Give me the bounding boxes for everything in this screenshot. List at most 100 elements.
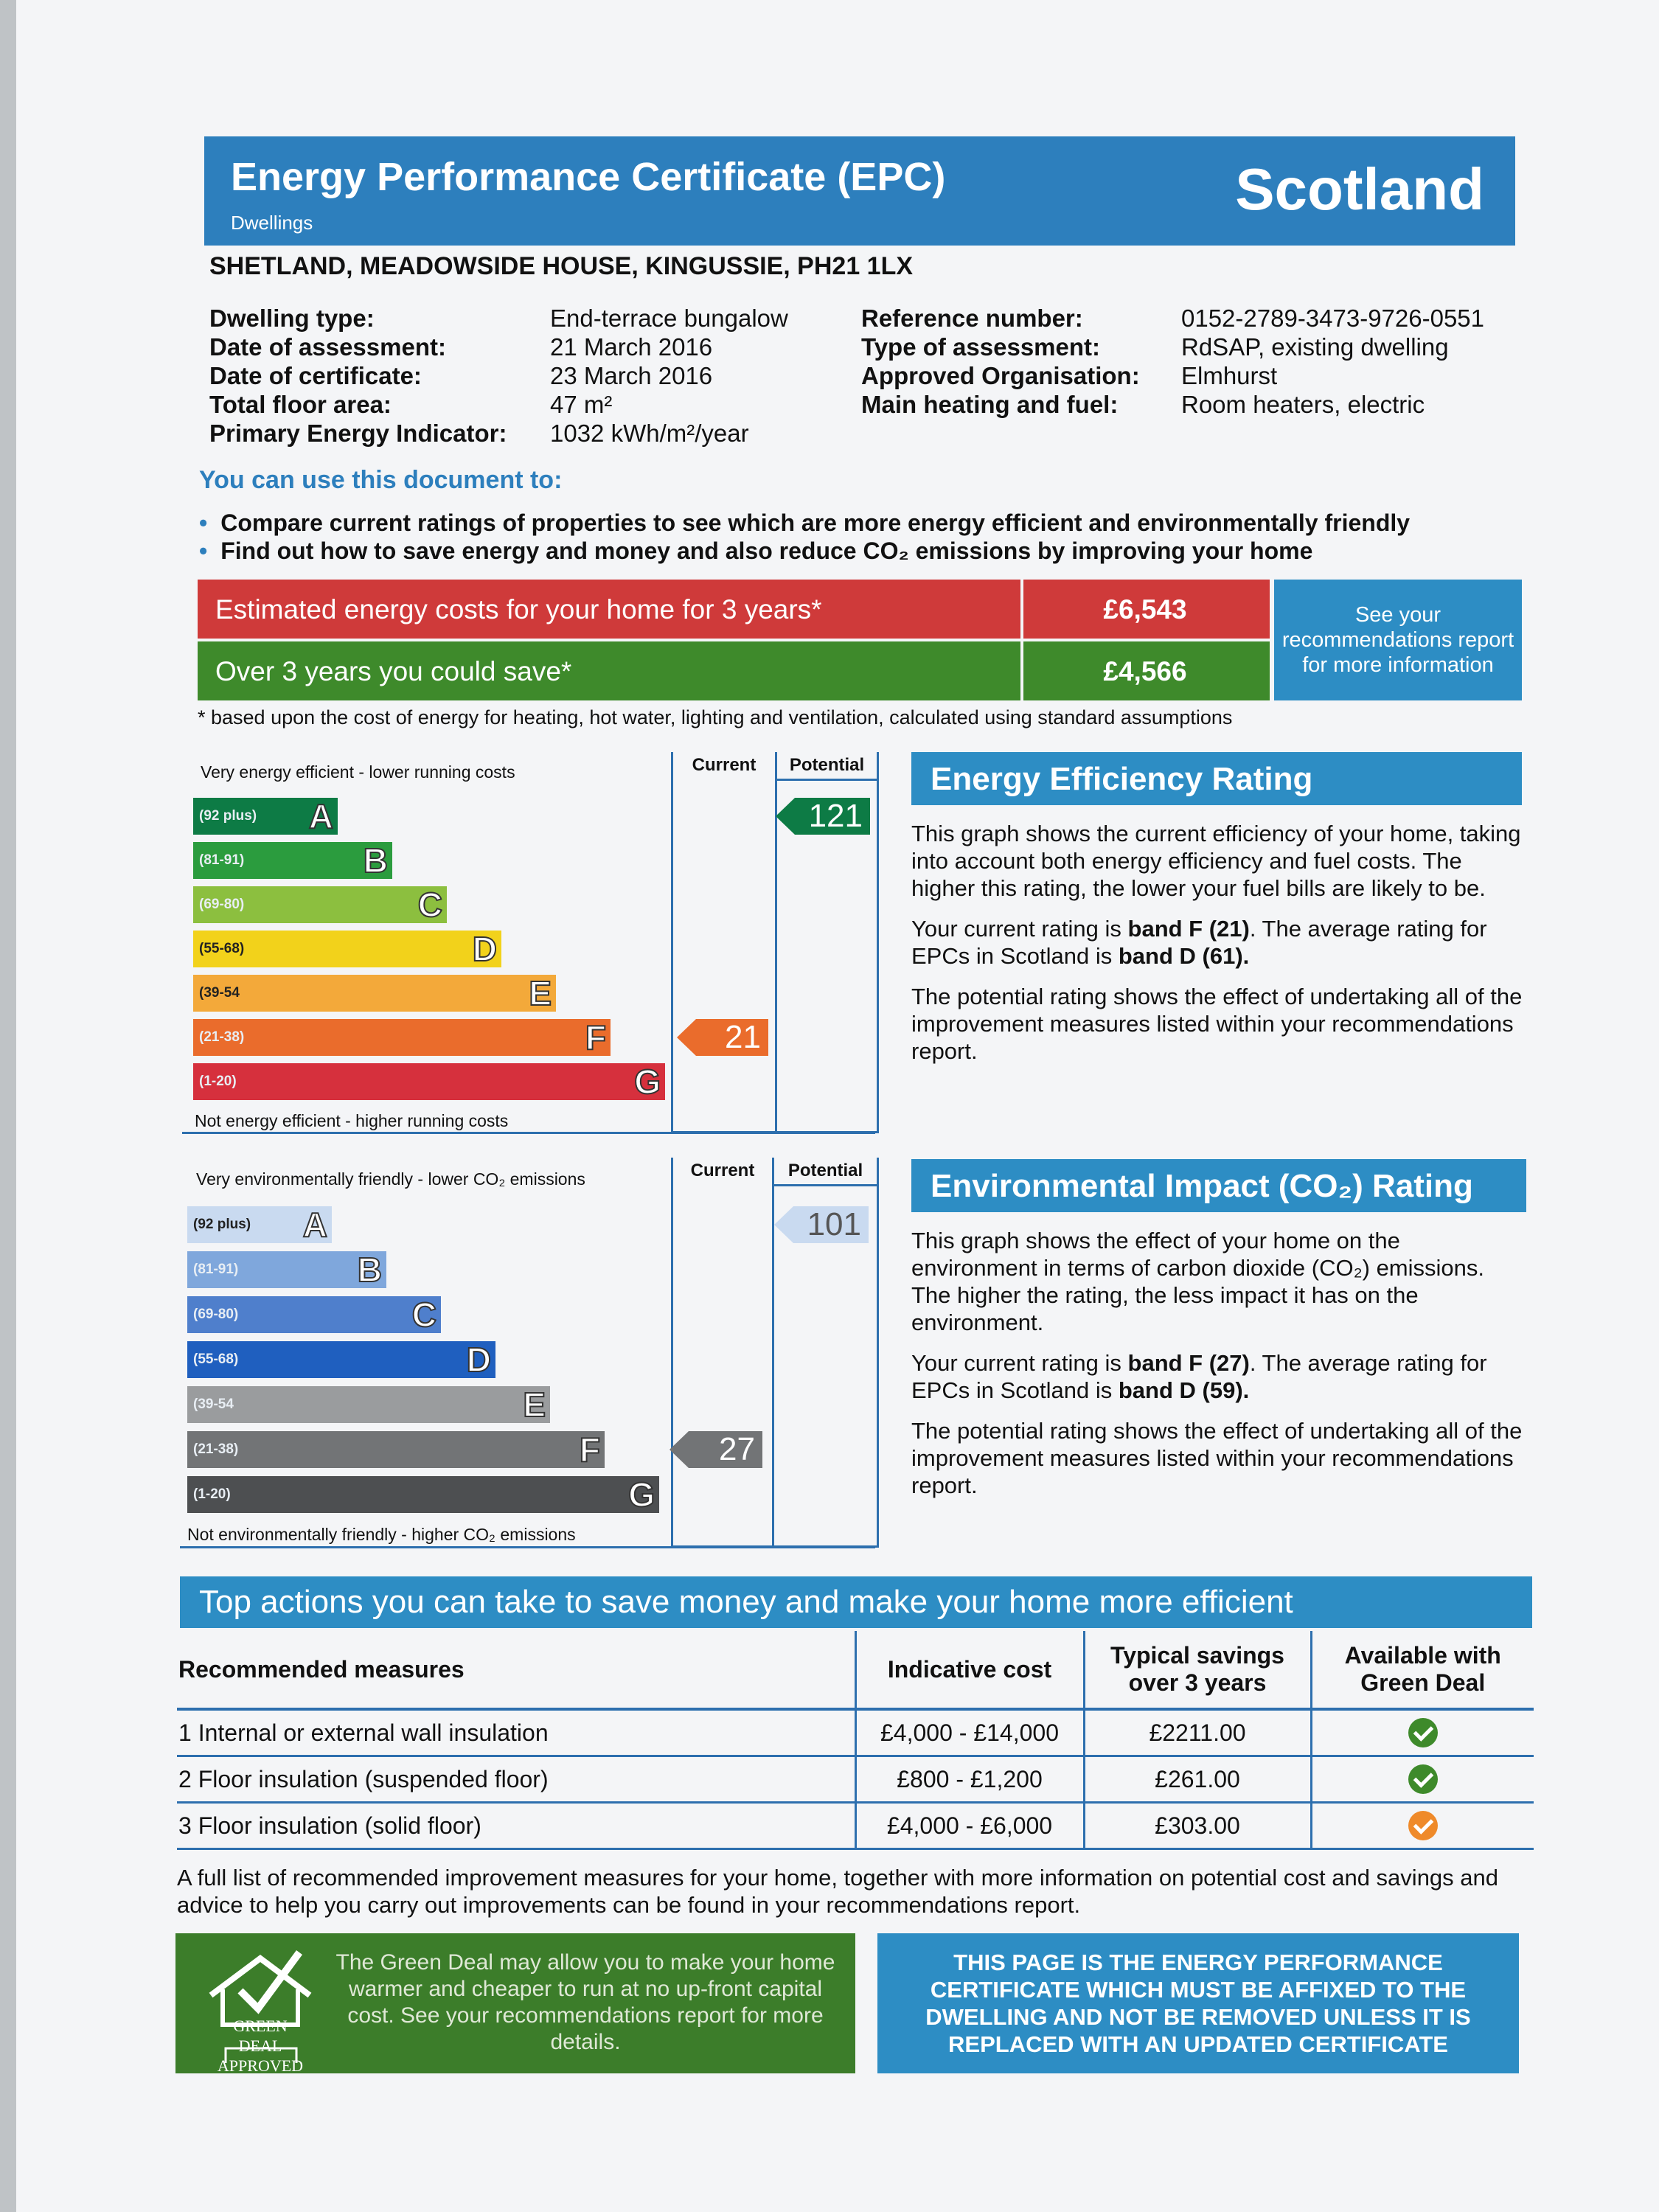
detail-row: Date of assessment: 21 March 2016 xyxy=(209,333,788,361)
header-green-deal: Available with Green Deal xyxy=(1310,1631,1534,1711)
affix-notice: THIS PAGE IS THE ENERGY PERFORMANCE CERT… xyxy=(877,1933,1519,2073)
detail-value: Elmhurst xyxy=(1181,362,1278,389)
table-row: 2 Floor insulation (suspended floor) £800… xyxy=(177,1756,1534,1804)
cell-green-deal xyxy=(1310,1756,1534,1804)
header-savings: Typical savings over 3 years xyxy=(1082,1631,1311,1711)
cell-green-deal xyxy=(1310,1709,1534,1757)
band-letter: B xyxy=(357,1251,383,1289)
certificate-subtitle: Dwellings xyxy=(231,212,313,234)
band-letter: D xyxy=(466,1340,492,1379)
rating-band-e: (39-54 E xyxy=(193,974,556,1012)
detail-value: 47 m² xyxy=(550,391,613,418)
band-range: (69-80) xyxy=(199,897,245,912)
energy-potential-header: Potential xyxy=(789,755,865,775)
energy-current-rating-arrow: 21 xyxy=(677,1019,768,1056)
bullet-dot-icon: • xyxy=(199,538,208,564)
check-circle-icon xyxy=(1408,1764,1438,1795)
potential-savings-label: Over 3 years you could save* xyxy=(215,656,572,686)
divider xyxy=(1020,580,1023,639)
band-range: (39-54 xyxy=(193,1397,234,1412)
energy-current-header: Current xyxy=(692,755,757,775)
property-address: SHETLAND, MEADOWSIDE HOUSE, KINGUSSIE, P… xyxy=(209,252,914,280)
potential-savings-value: £4,566 xyxy=(1103,656,1187,686)
band-letter: G xyxy=(633,1062,661,1101)
detail-value: Room heaters, electric xyxy=(1181,391,1425,418)
detail-label: Type of assessment: xyxy=(861,333,1101,361)
cell-cost: £800 - £1,200 xyxy=(854,1756,1084,1804)
energy-chart-top-text: Very energy efficient - lower running co… xyxy=(201,762,515,782)
cell-measure: 2 Floor insulation (suspended floor) xyxy=(177,1756,855,1804)
detail-label: Date of assessment: xyxy=(209,333,446,361)
detail-row: Reference number: 0152-2789-3473-9726-055… xyxy=(861,304,1484,333)
band-range: (55-68) xyxy=(199,941,245,956)
rating-band-f: (21-38) F xyxy=(187,1430,605,1469)
detail-row: Main heating and fuel: Room heaters, elec… xyxy=(861,390,1484,419)
potential-savings-bar: Over 3 years you could save* £4,566 xyxy=(198,641,1270,700)
efficiency-panel-title: Energy Efficiency Rating xyxy=(911,752,1522,805)
rating-band-g: (1-20) G xyxy=(187,1475,659,1514)
band-letter: B xyxy=(363,841,389,880)
band-range: (92 plus) xyxy=(199,808,257,824)
cell-savings: £303.00 xyxy=(1082,1802,1311,1850)
environment-paragraph-3: The potential rating shows the effect of… xyxy=(911,1418,1523,1498)
certificate-title: Energy Performance Certificate (EPC) xyxy=(231,155,946,199)
cell-measure: 3 Floor insulation (solid floor) xyxy=(177,1802,855,1850)
energy-chart-bottom-text: Not energy efficient - higher running co… xyxy=(195,1111,509,1130)
region-label: Scotland xyxy=(1235,156,1484,222)
detail-row: Date of certificate: 23 March 2016 xyxy=(209,361,788,390)
table-row: 1 Internal or external wall insulation £4… xyxy=(177,1709,1534,1757)
column-divider xyxy=(772,1158,774,1545)
use-document-heading: You can use this document to: xyxy=(199,466,563,494)
band-letter: F xyxy=(579,1430,601,1469)
band-range: (81-91) xyxy=(193,1262,239,1277)
energy-chart-baseline xyxy=(182,1132,875,1134)
cell-savings: £2211.00 xyxy=(1082,1709,1311,1757)
detail-label: Dwelling type: xyxy=(209,305,375,332)
green-deal-text: The Green Deal may allow you to make you… xyxy=(335,1950,835,2054)
see-recommendations-box: See your recommendations report for more… xyxy=(1274,580,1522,700)
env-current-rating-arrow: 27 xyxy=(669,1431,762,1468)
band-letter: D xyxy=(472,930,498,968)
divider xyxy=(1020,641,1023,700)
environment-paragraph-2: Your current rating is band F (27). The … xyxy=(911,1350,1487,1403)
header-rule xyxy=(772,1184,877,1186)
band-letter: G xyxy=(627,1475,655,1514)
header-rule xyxy=(775,779,877,781)
bullet-item: • Compare current ratings of properties t… xyxy=(199,509,1411,536)
env-potential-rating-arrow: 101 xyxy=(774,1206,869,1243)
rating-band-e: (39-54 E xyxy=(187,1385,550,1424)
detail-value: RdSAP, existing dwelling xyxy=(1181,333,1449,361)
header-cost: Indicative cost xyxy=(854,1631,1084,1711)
detail-label: Primary Energy Indicator: xyxy=(209,420,507,447)
band-range: (69-80) xyxy=(193,1307,239,1322)
rating-band-d: (55-68) D xyxy=(193,930,501,968)
band-letter: E xyxy=(522,1385,546,1424)
band-letter: A xyxy=(308,797,334,835)
detail-value: 1032 kWh/m²/year xyxy=(550,420,749,447)
detail-row: Total floor area: 47 m² xyxy=(209,390,788,419)
env-potential-header: Potential xyxy=(787,1161,863,1180)
check-circle-icon xyxy=(1408,1718,1438,1748)
band-range: (1-20) xyxy=(193,1486,231,1502)
efficiency-paragraph-2: Your current rating is band F (21). The … xyxy=(911,916,1487,969)
cell-green-deal xyxy=(1310,1802,1534,1850)
band-range: (21-38) xyxy=(199,1029,245,1045)
green-deal-logo-text: GREEN DEAL APPROVED xyxy=(217,2017,304,2075)
efficiency-panel-text: This graph shows the current efficiency … xyxy=(911,820,1523,1065)
top-actions-banner: Top actions you can take to save money a… xyxy=(180,1576,1532,1628)
band-range: (21-38) xyxy=(193,1441,239,1457)
detail-label: Reference number: xyxy=(861,305,1083,332)
detail-value: 23 March 2016 xyxy=(550,362,713,389)
band-letter: E xyxy=(528,974,552,1012)
band-range: (55-68) xyxy=(193,1352,239,1367)
band-letter: C xyxy=(411,1295,437,1334)
efficiency-paragraph-1: This graph shows the current efficiency … xyxy=(911,821,1521,901)
detail-label: Main heating and fuel: xyxy=(861,391,1119,418)
table-row: 3 Floor insulation (solid floor) £4,000 -… xyxy=(177,1802,1534,1850)
rating-band-f: (21-38) F xyxy=(193,1018,611,1057)
recommended-measures-table: Recommended measures Indicative cost Typ… xyxy=(177,1631,1534,1850)
band-range: (81-91) xyxy=(199,852,245,868)
environment-panel-text: This graph shows the effect of your home… xyxy=(911,1227,1528,1499)
green-deal-house-icon xyxy=(209,1950,312,2063)
header-measures: Recommended measures xyxy=(177,1631,855,1711)
